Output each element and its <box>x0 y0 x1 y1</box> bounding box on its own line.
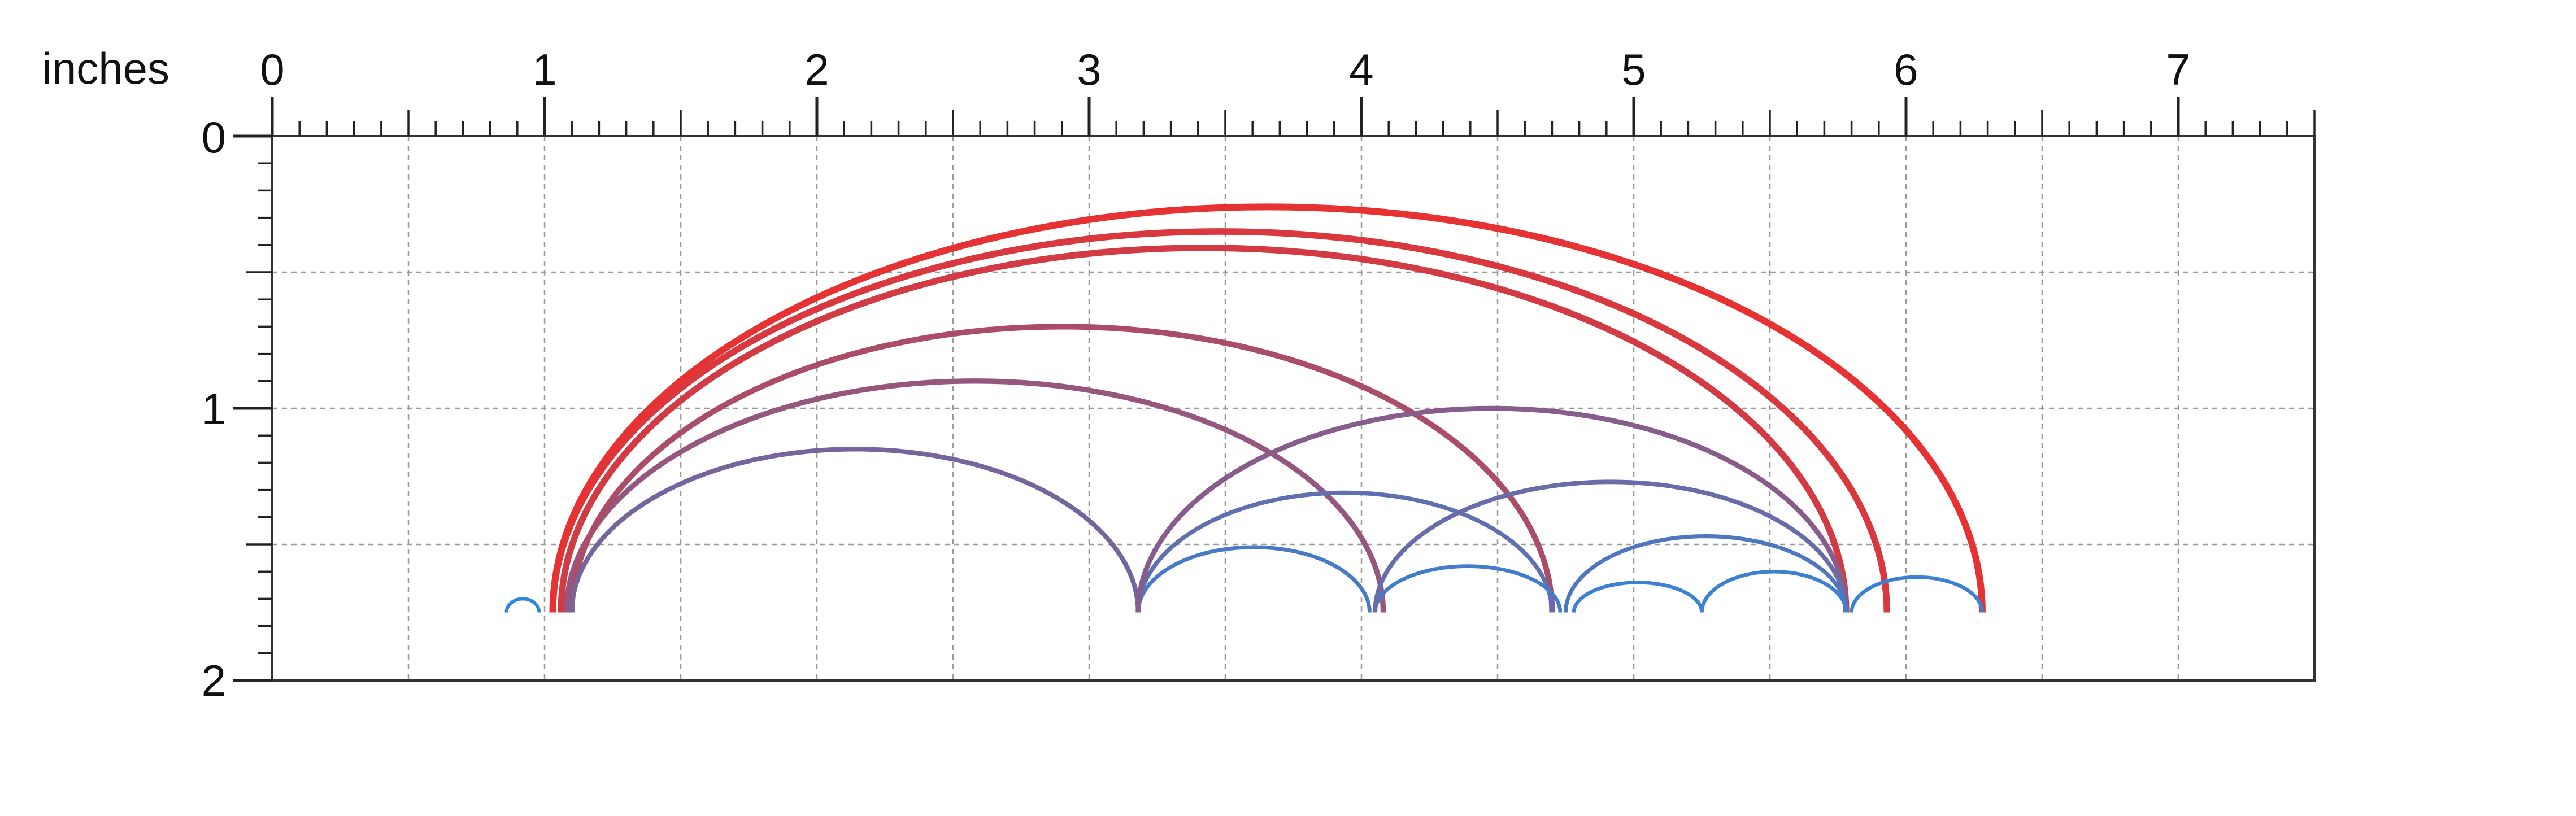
arc <box>1572 581 1704 613</box>
arc <box>1850 575 1985 613</box>
x-tick-label: 7 <box>2166 45 2190 94</box>
x-tick-label: 5 <box>1621 45 1646 94</box>
arc <box>1373 564 1563 613</box>
arc <box>1135 405 1849 613</box>
ruler-labels: inches 0 1 2 3 4 5 6 7 0 1 2 <box>42 43 2191 705</box>
x-tick-label: 1 <box>532 45 556 94</box>
arc <box>1373 479 1848 613</box>
y-tick-label: 0 <box>202 112 226 162</box>
arc <box>1135 490 1555 613</box>
arc <box>1136 545 1372 613</box>
x-tick-label: 3 <box>1077 45 1101 94</box>
arc <box>1563 534 1848 613</box>
arc <box>1700 569 1848 613</box>
x-tick-label: 2 <box>804 45 829 94</box>
y-tick-label: 2 <box>202 656 226 705</box>
x-tick-label: 4 <box>1349 45 1373 94</box>
y-tick-label: 1 <box>202 384 226 434</box>
x-tick-label: 0 <box>260 45 284 94</box>
arc <box>563 378 1386 613</box>
arc <box>504 597 541 613</box>
ruler-ticks <box>233 97 2316 682</box>
arc <box>558 244 1850 613</box>
arc <box>569 324 1555 613</box>
arc <box>569 447 1141 613</box>
grid-lines <box>272 136 2314 680</box>
arc <box>549 228 1891 613</box>
unit-label: inches <box>42 43 169 93</box>
x-tick-label: 6 <box>1894 45 1918 94</box>
arc <box>549 203 1986 613</box>
arcs-group <box>504 203 1986 613</box>
